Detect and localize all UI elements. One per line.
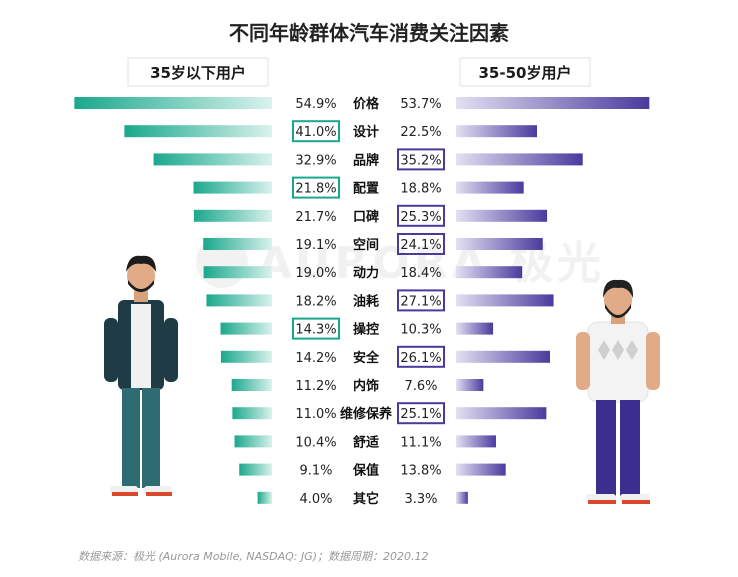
right-bar [456, 181, 524, 194]
category-label: 舒适 [353, 434, 379, 450]
left-value-label: 9.1% [299, 464, 332, 479]
category-label: 内饰 [353, 378, 379, 394]
right-bar [456, 153, 583, 166]
left-value-label: 19.0% [295, 266, 336, 281]
right-bar [456, 209, 548, 222]
source-note: 数据来源：极光 (Aurora Mobile, NASDAQ: JG)；数据周期… [78, 550, 429, 563]
left-value-label: 32.9% [295, 153, 336, 168]
left-bar [232, 407, 272, 420]
left-bar [193, 181, 272, 194]
right-bar [456, 435, 496, 448]
right-value-label: 11.1% [400, 435, 441, 450]
right-value-label: 25.3% [400, 210, 441, 225]
category-label: 空间 [353, 237, 379, 253]
right-highlight-box [397, 204, 445, 227]
left-bar [153, 153, 272, 166]
category-label: 维修保养 [340, 406, 393, 422]
right-bar [456, 491, 468, 504]
category-label: 油耗 [353, 293, 379, 309]
right-bar [456, 238, 543, 250]
right-value-label: 35.2% [400, 153, 441, 168]
right-value-label: 3.3% [404, 492, 437, 507]
right-value-label: 13.8% [400, 464, 441, 479]
category-label: 品牌 [353, 152, 379, 168]
right-group-label-box [459, 57, 591, 87]
right-bar [456, 97, 650, 109]
young-man-illustration [104, 255, 178, 496]
left-bar [206, 294, 272, 307]
right-highlight-box [397, 233, 445, 255]
middle-aged-man-illustration [576, 279, 660, 504]
category-label: 口碑 [353, 209, 379, 225]
right-value-label: 53.7% [400, 97, 441, 112]
right-value-label: 7.6% [404, 379, 437, 394]
left-value-label: 21.8% [295, 182, 336, 197]
left-bar [257, 491, 272, 504]
left-value-label: 18.2% [295, 294, 336, 309]
left-value-label: 11.0% [295, 407, 336, 422]
left-bar [203, 266, 272, 279]
right-value-label: 18.4% [400, 266, 441, 281]
right-bar [456, 294, 554, 307]
right-highlight-box [397, 345, 445, 368]
right-value-label: 25.1% [400, 407, 441, 422]
right-bar [456, 125, 537, 138]
right-bar [456, 322, 494, 335]
right-group-label: 35-50岁用户 [479, 64, 572, 82]
category-label: 动力 [353, 265, 379, 281]
right-value-label: 24.1% [400, 238, 441, 253]
left-highlight-box [292, 176, 340, 199]
left-group-label: 35岁以下用户 [150, 64, 246, 82]
category-label: 操控 [353, 322, 379, 338]
right-value-label: 26.1% [400, 351, 441, 366]
right-bar [456, 407, 547, 420]
right-highlight-box [397, 402, 445, 425]
left-value-label: 14.2% [295, 351, 336, 366]
left-value-label: 4.0% [299, 492, 332, 507]
left-value-label: 54.9% [295, 97, 336, 112]
category-label: 安全 [353, 350, 380, 366]
left-bar [231, 379, 272, 391]
right-highlight-box [397, 289, 445, 312]
right-value-label: 18.8% [400, 182, 441, 197]
watermark-text: AURORA 极光 [258, 238, 605, 289]
category-label: 其它 [353, 491, 379, 507]
category-label: 设计 [353, 124, 379, 140]
left-bar [203, 238, 272, 250]
left-value-label: 10.4% [295, 435, 336, 450]
left-highlight-box [292, 120, 340, 143]
right-highlight-box [397, 148, 445, 171]
category-label: 价格 [353, 96, 380, 112]
left-value-label: 14.3% [295, 323, 336, 338]
left-value-label: 41.0% [295, 125, 336, 140]
left-bar [239, 463, 272, 476]
left-bar [124, 125, 273, 138]
left-highlight-box [292, 317, 340, 340]
right-bar [456, 463, 506, 476]
right-value-label: 22.5% [400, 125, 441, 140]
right-bar [456, 350, 550, 363]
category-label: 配置 [353, 182, 379, 197]
right-bar [456, 379, 484, 391]
left-bar [193, 209, 272, 222]
category-label: 保值 [352, 463, 379, 479]
left-bar [74, 97, 272, 109]
left-value-label: 19.1% [295, 238, 336, 253]
left-bar [234, 435, 272, 448]
chart-title: 不同年龄群体汽车消费关注因素 [229, 21, 509, 45]
left-group-label-box [127, 57, 269, 87]
right-bar [456, 266, 523, 279]
left-bar [220, 350, 272, 363]
right-value-label: 27.1% [400, 294, 441, 309]
left-value-label: 11.2% [295, 379, 336, 394]
left-value-label: 21.7% [295, 210, 336, 225]
right-value-label: 10.3% [400, 323, 441, 338]
left-bar [220, 322, 272, 335]
